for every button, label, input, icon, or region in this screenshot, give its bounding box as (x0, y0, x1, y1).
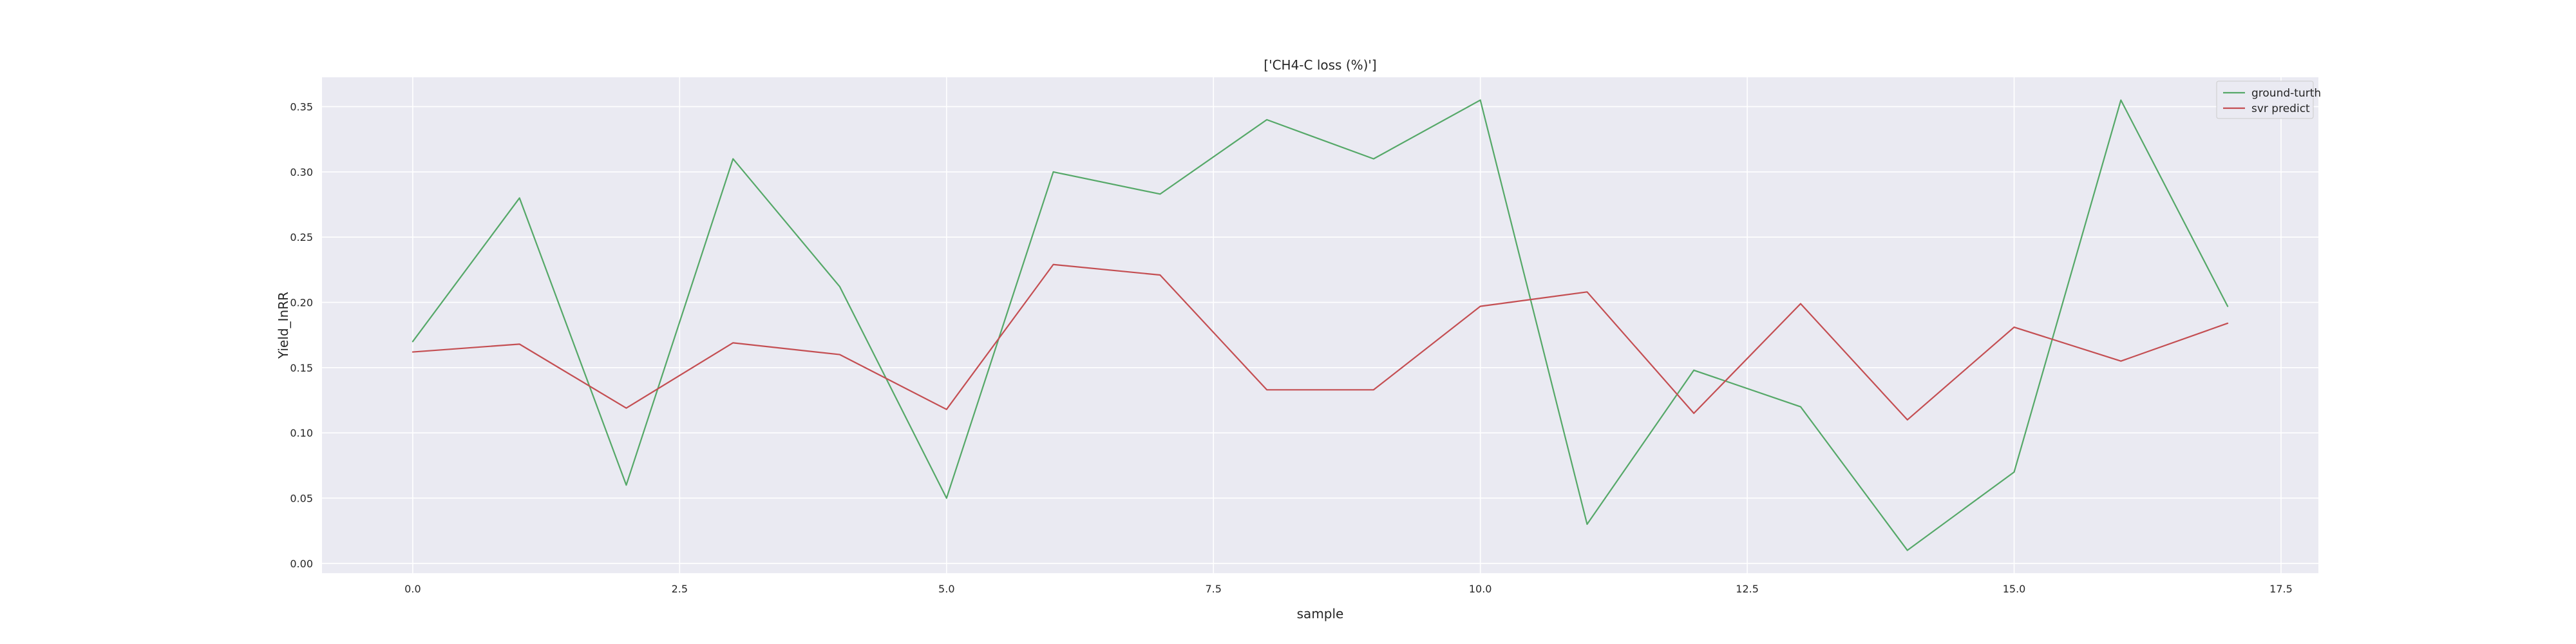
legend-box (2216, 80, 2314, 119)
legend-label-svr-predict: svr predict (2251, 102, 2310, 115)
x-tick-label: 17.5 (2269, 583, 2293, 595)
x-axis-label: sample (1297, 606, 1344, 621)
x-tick-label: 5.0 (938, 583, 954, 595)
y-tick-label: 0.35 (290, 101, 313, 113)
x-tick-label: 10.0 (1469, 583, 1492, 595)
legend-label-ground-turth: ground-turth (2251, 87, 2321, 100)
x-tick-label: 12.5 (1736, 583, 1759, 595)
y-tick-label: 0.15 (290, 362, 313, 374)
series-line-ground-turth (412, 99, 2229, 551)
legend: ground-turth svr predict (2216, 80, 2321, 119)
y-tick-label: 0.20 (290, 297, 313, 309)
plot-area (322, 77, 2318, 573)
y-ticks: 0.00 0.05 0.10 0.15 0.20 0.25 0.30 0.35 (290, 101, 313, 570)
y-tick-label: 0.05 (290, 492, 313, 504)
chart-title: ['CH4-C loss (%)'] (1264, 57, 1376, 73)
grid (322, 77, 2318, 573)
x-tick-label: 7.5 (1205, 583, 1221, 595)
series-line-svr-predict (412, 263, 2229, 421)
x-tick-label: 0.0 (404, 583, 421, 595)
x-tick-label: 15.0 (2003, 583, 2026, 595)
x-ticks: 0.0 2.5 5.0 7.5 10.0 12.5 15.0 17.5 (404, 583, 2293, 595)
y-tick-label: 0.30 (290, 166, 313, 178)
y-axis-label: Yield_InRR (276, 292, 291, 359)
x-tick-label: 2.5 (672, 583, 688, 595)
y-tick-label: 0.10 (290, 427, 313, 439)
y-tick-label: 0.00 (290, 558, 313, 570)
y-tick-label: 0.25 (290, 231, 313, 243)
series-lines (412, 99, 2229, 551)
